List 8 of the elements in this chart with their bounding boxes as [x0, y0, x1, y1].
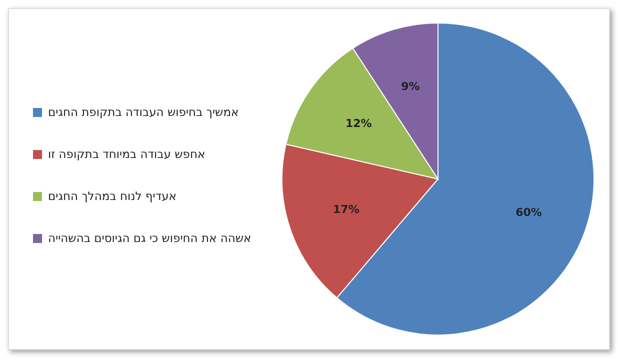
data-label: 12% [346, 117, 372, 130]
legend-label: אמשיך בחיפוש העבודה בתקופת החגים [48, 105, 239, 119]
legend-label: אעדיף לנוח במהלך החגים [48, 189, 176, 203]
legend-label: אשהה את החיפוש כי גם הגיוסים בהשהייה [48, 231, 252, 245]
legend-label: אחפש עבודה במיוחד בתקופה זו [48, 147, 206, 161]
data-label: 17% [333, 202, 360, 216]
data-label: 9% [401, 80, 420, 93]
data-label: 60% [516, 206, 542, 219]
